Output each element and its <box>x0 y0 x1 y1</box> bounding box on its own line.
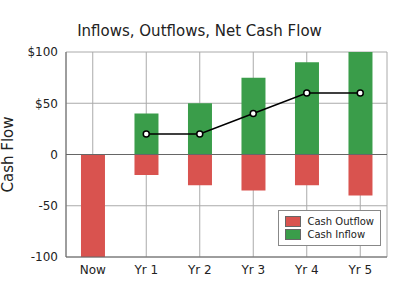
svg-text:0: 0 <box>50 148 58 162</box>
svg-text:Yr 3: Yr 3 <box>240 263 265 277</box>
svg-text:Yr 2: Yr 2 <box>187 263 212 277</box>
html-text:Cash Outflow: Cash Outflow <box>307 216 374 227</box>
html-text:Inflows, Outflows, Net Cash Fl: Inflows, Outflows, Net Cash Flow <box>77 22 322 40</box>
svg-text:Now: Now <box>80 263 106 277</box>
svg-text:$100: $100 <box>27 45 58 59</box>
svg-text:Yr 5: Yr 5 <box>347 263 372 277</box>
svg-text:-50: -50 <box>38 199 58 213</box>
svg-text:$50: $50 <box>35 97 58 111</box>
svg-text:Yr 4: Yr 4 <box>294 263 319 277</box>
svg-text:-100: -100 <box>31 250 58 264</box>
svg-text:Yr 1: Yr 1 <box>133 263 158 277</box>
html-text:Cash Inflow: Cash Inflow <box>307 229 366 240</box>
svg-text:Cash Flow: Cash Flow <box>8 117 17 193</box>
